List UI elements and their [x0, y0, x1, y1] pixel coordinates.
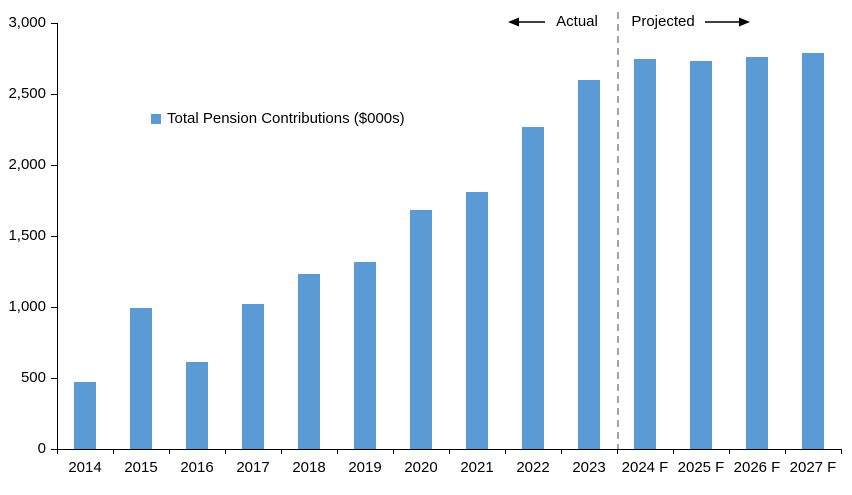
- bar-2023: [578, 79, 600, 449]
- y-tick-label: 2,500: [8, 85, 46, 102]
- bar-2017: [242, 304, 264, 449]
- bar-2019: [354, 261, 376, 449]
- x-tick-label: 2018: [292, 459, 326, 476]
- x-tick-mark: [393, 449, 394, 454]
- y-tick-mark: [51, 307, 57, 308]
- y-tick-mark: [51, 165, 57, 166]
- x-tick-label: 2022: [516, 459, 550, 476]
- y-tick-mark: [51, 449, 57, 450]
- x-tick-mark: [785, 449, 786, 454]
- x-tick-label: 2019: [348, 459, 382, 476]
- x-tick-mark: [729, 449, 730, 454]
- y-tick-mark: [51, 236, 57, 237]
- x-tick-label: 2023: [572, 459, 606, 476]
- x-tick-label: 2024 F: [621, 459, 669, 476]
- x-tick-label: 2027 F: [789, 459, 837, 476]
- x-tick-label: 2026 F: [733, 459, 781, 476]
- x-tick-label: 2021: [460, 459, 494, 476]
- x-tick-mark: [169, 449, 170, 454]
- x-tick-mark: [113, 449, 114, 454]
- bar-2026-f: [746, 57, 768, 449]
- bar-2027-f: [802, 52, 824, 449]
- y-tick-mark: [51, 378, 57, 379]
- projected-section-label: Projected: [631, 13, 695, 30]
- x-tick-label: 2025 F: [677, 459, 725, 476]
- x-tick-label: 2020: [404, 459, 438, 476]
- x-tick-mark: [841, 449, 842, 454]
- x-tick-mark: [281, 449, 282, 454]
- y-tick-label: 0: [37, 440, 46, 457]
- x-tick-mark: [673, 449, 674, 454]
- x-tick-mark: [337, 449, 338, 454]
- left-arrow-icon: [508, 17, 545, 27]
- bar-2018: [298, 274, 320, 449]
- y-tick-mark: [51, 94, 57, 95]
- x-tick-mark: [57, 449, 58, 454]
- y-tick-label: 500: [20, 369, 46, 386]
- y-tick-label: 2,000: [8, 156, 46, 173]
- bar-2015: [130, 308, 152, 449]
- bar-2020: [410, 210, 432, 449]
- bar-2024-f: [634, 59, 656, 449]
- x-tick-mark: [225, 449, 226, 454]
- right-arrow-icon: [705, 17, 750, 27]
- x-tick-label: 2015: [124, 459, 158, 476]
- legend-label: Total Pension Contributions ($000s): [167, 110, 405, 127]
- x-tick-mark: [617, 449, 618, 454]
- x-tick-label: 2016: [180, 459, 214, 476]
- y-tick-label: 3,000: [8, 14, 46, 31]
- x-tick-label: 2017: [236, 459, 270, 476]
- bar-2021: [466, 191, 488, 449]
- x-tick-mark: [561, 449, 562, 454]
- y-tick-mark: [51, 23, 57, 24]
- x-tick-mark: [505, 449, 506, 454]
- bar-2022: [522, 126, 544, 449]
- bar-2014: [74, 382, 96, 449]
- y-axis: [57, 23, 58, 450]
- legend: Total Pension Contributions ($000s): [151, 110, 405, 128]
- x-tick-mark: [449, 449, 450, 454]
- actual-section-label: Actual: [556, 13, 598, 30]
- y-tick-label: 1,500: [8, 227, 46, 244]
- y-tick-label: 1,000: [8, 298, 46, 315]
- legend-marker-icon: [151, 114, 161, 124]
- bar-2025-f: [690, 60, 712, 449]
- bar-2016: [186, 362, 208, 449]
- x-tick-label: 2014: [68, 459, 102, 476]
